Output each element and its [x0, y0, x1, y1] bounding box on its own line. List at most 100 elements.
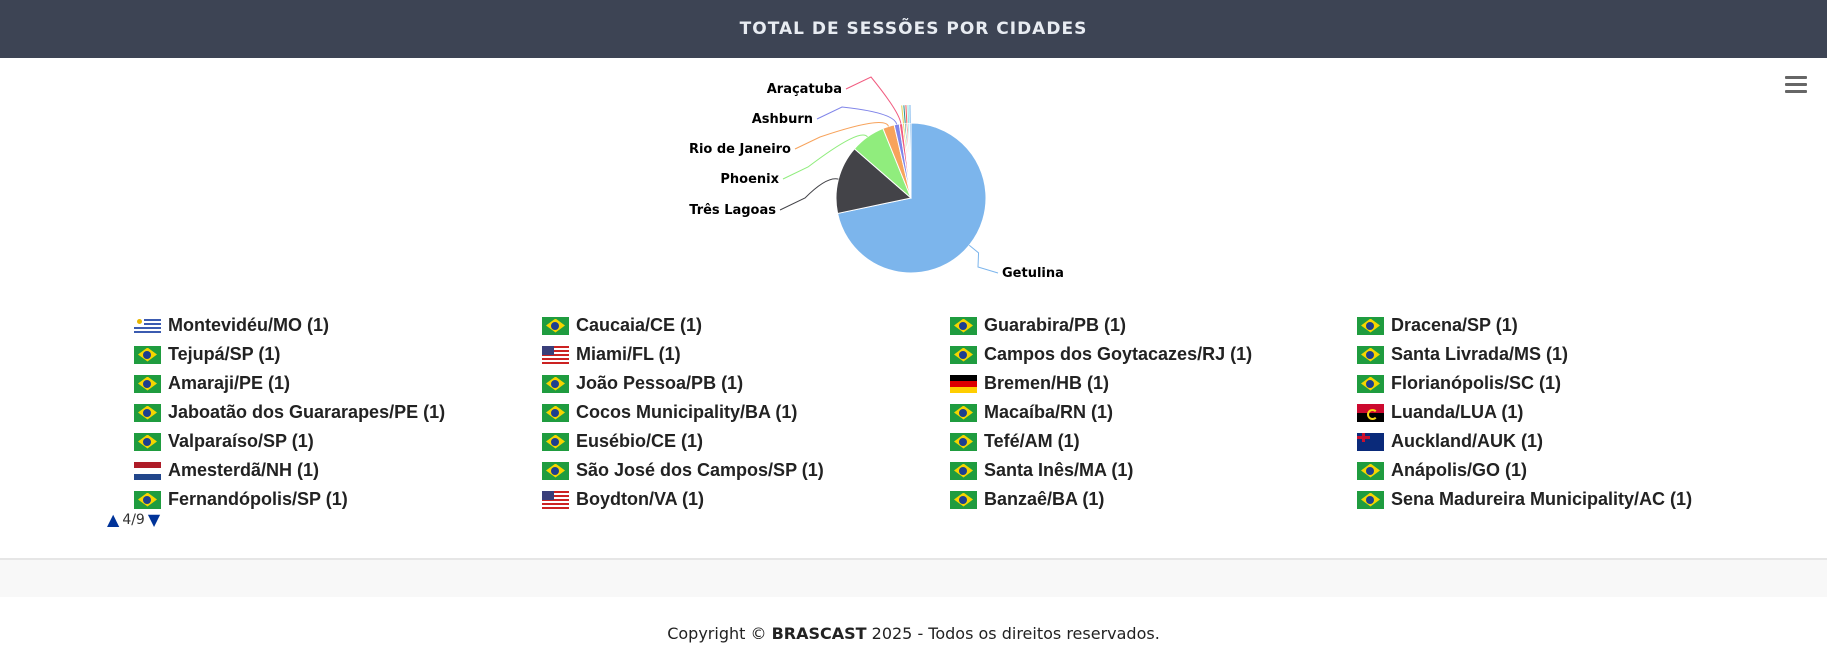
legend-item-label: Tefé/AM (1) [984, 431, 1080, 451]
flag-nz-icon [1357, 432, 1384, 451]
flag-br-icon [950, 490, 977, 509]
legend-item-label: Amaraji/PE (1) [168, 373, 291, 393]
pie-data-label: Rio de Janeiro [689, 142, 791, 157]
legend-item-label: Fernandópolis/SP (1) [168, 489, 348, 509]
legend-item[interactable]: Florianópolis/SC (1) [1357, 369, 1777, 398]
panel-header: TOTAL DE SESSÕES POR CIDADES [0, 0, 1827, 58]
legend-item[interactable]: Campos dos Goytacazes/RJ (1) [950, 340, 1357, 369]
legend-item[interactable]: Luanda/LUA (1) [1357, 398, 1777, 427]
copyright-prefix: Copyright © [667, 624, 772, 643]
flag-br-icon [950, 345, 977, 364]
legend-item[interactable]: Santa Livrada/MS (1) [1357, 340, 1777, 369]
legend-item[interactable]: Boydton/VA (1) [542, 485, 950, 514]
pie-connector [907, 105, 910, 124]
legend-item-label: Anápolis/GO (1) [1391, 460, 1528, 480]
flag-br-icon [1357, 461, 1384, 480]
legend-item[interactable]: Banzaê/BA (1) [950, 485, 1357, 514]
legend-item[interactable]: Tejupá/SP (1) [134, 340, 542, 369]
pie-connector [779, 178, 839, 211]
legend-item-label: Banzaê/BA (1) [984, 489, 1105, 509]
flag-br-icon [134, 490, 161, 509]
legend-item[interactable]: São José dos Campos/SP (1) [542, 456, 950, 485]
copyright-suffix: 2025 - Todos os direitos reservados. [866, 624, 1160, 643]
chart-menu-button[interactable] [1785, 76, 1807, 96]
flag-us-icon [542, 345, 569, 364]
pie-connector [901, 105, 904, 124]
pie-connector [782, 134, 868, 180]
flag-br-icon [134, 345, 161, 364]
legend-item[interactable]: Jaboatão dos Guararapes/PE (1) [134, 398, 542, 427]
legend-item-label: Santa Livrada/MS (1) [1391, 344, 1569, 364]
flag-br-icon [950, 432, 977, 451]
legend-item[interactable]: Guarabira/PB (1) [950, 311, 1357, 340]
legend-item-label: João Pessoa/PB (1) [576, 373, 744, 393]
legend-item-label: Luanda/LUA (1) [1391, 402, 1524, 422]
pie-data-label: Ashburn [752, 112, 813, 127]
flag-br-icon [134, 403, 161, 422]
legend-item-label: Dracena/SP (1) [1391, 315, 1518, 335]
legend-item-label: Montevidéu/MO (1) [168, 315, 329, 335]
flag-de-icon [950, 374, 977, 393]
legend-item[interactable]: Eusébio/CE (1) [542, 427, 950, 456]
legend-item-label: Tejupá/SP (1) [168, 344, 281, 364]
legend-item[interactable]: Miami/FL (1) [542, 340, 950, 369]
footer-copyright: Copyright © BRASCAST 2025 - Todos os dir… [0, 624, 1827, 643]
flag-br-icon [134, 374, 161, 393]
legend-item-label: Campos dos Goytacazes/RJ (1) [984, 344, 1253, 364]
flag-br-icon [1357, 374, 1384, 393]
legend-item[interactable]: Montevidéu/MO (1) [134, 311, 542, 340]
hamburger-icon-bar [1785, 83, 1807, 86]
hamburger-icon [1785, 76, 1807, 79]
legend-item-label: Guarabira/PB (1) [984, 315, 1127, 335]
flag-br-icon [1357, 345, 1384, 364]
legend-prev-arrow-icon[interactable]: ▲ [107, 510, 120, 529]
flag-uy-icon [134, 316, 161, 335]
legend-item[interactable]: Valparaíso/SP (1) [134, 427, 542, 456]
legend-item[interactable]: Amesterdã/NH (1) [134, 456, 542, 485]
pie-data-label: Getulina [1002, 266, 1064, 281]
legend-item[interactable]: Bremen/HB (1) [950, 369, 1357, 398]
chart-legend: Montevidéu/MO (1) Tejupá/SP (1) Amaraji/PE… [134, 311, 1777, 514]
pie-slice[interactable] [837, 122, 987, 274]
pie-data-label: Araçatuba [767, 82, 842, 97]
legend-item-label: Sena Madureira Municipality/AC (1) [1391, 489, 1693, 509]
legend-item[interactable]: Cocos Municipality/BA (1) [542, 398, 950, 427]
flag-br-icon [542, 461, 569, 480]
flag-br-icon [950, 316, 977, 335]
legend-item-label: Bremen/HB (1) [984, 373, 1110, 393]
legend-item[interactable]: Anápolis/GO (1) [1357, 456, 1777, 485]
flag-br-icon [134, 432, 161, 451]
flag-br-icon [542, 403, 569, 422]
legend-item-label: Miami/FL (1) [576, 344, 681, 364]
legend-item-label: Cocos Municipality/BA (1) [576, 402, 798, 422]
flag-br-icon [1357, 316, 1384, 335]
flag-br-icon [542, 316, 569, 335]
flag-ao-icon [1357, 403, 1384, 422]
pie-connector [905, 105, 908, 124]
legend-item[interactable]: Santa Inês/MA (1) [950, 456, 1357, 485]
legend-item[interactable]: Dracena/SP (1) [1357, 311, 1777, 340]
legend-item[interactable]: Auckland/AUK (1) [1357, 427, 1777, 456]
legend-item[interactable]: Amaraji/PE (1) [134, 369, 542, 398]
pie-connector [903, 105, 906, 124]
legend-item-label: Amesterdã/NH (1) [168, 460, 320, 480]
legend-navigation: ▲ 4/9 ▼ [107, 510, 161, 529]
legend-item-label: Eusébio/CE (1) [576, 431, 704, 451]
legend-item[interactable]: Fernandópolis/SP (1) [134, 485, 542, 514]
legend-item[interactable]: Sena Madureira Municipality/AC (1) [1357, 485, 1777, 514]
legend-next-arrow-icon[interactable]: ▼ [147, 510, 161, 529]
legend-item-label: Caucaia/CE (1) [576, 315, 703, 335]
hamburger-icon-bar [1785, 90, 1807, 93]
legend-item[interactable]: Tefé/AM (1) [950, 427, 1357, 456]
flag-br-icon [542, 432, 569, 451]
legend-item[interactable]: Caucaia/CE (1) [542, 311, 950, 340]
pie-connector [816, 106, 898, 125]
legend-item[interactable]: João Pessoa/PB (1) [542, 369, 950, 398]
legend-item[interactable]: Macaíba/RN (1) [950, 398, 1357, 427]
flag-us-icon [542, 490, 569, 509]
legend-item-label: Jaboatão dos Guararapes/PE (1) [168, 402, 446, 422]
pie-connector [968, 244, 999, 274]
footer-band [0, 560, 1827, 597]
copyright-brand: BRASCAST [771, 624, 867, 643]
legend-item-label: São José dos Campos/SP (1) [576, 460, 824, 480]
